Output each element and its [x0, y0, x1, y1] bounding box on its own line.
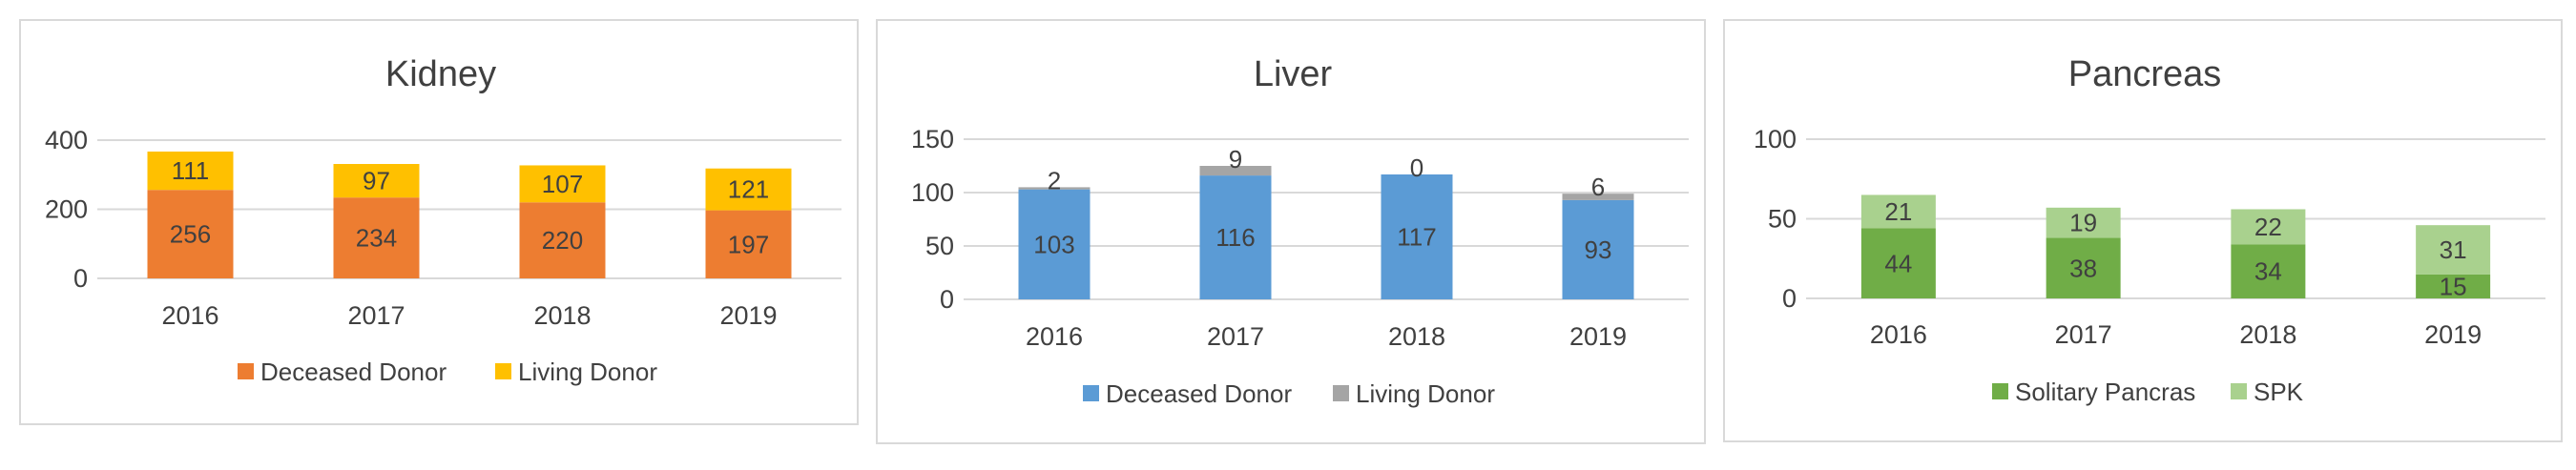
liver-y-tick-label: 50: [925, 232, 954, 260]
pancreas-data-label: 21: [1884, 197, 1912, 226]
pancreas-data-label: 34: [2254, 257, 2282, 286]
kidney-y-tick-label: 400: [45, 126, 88, 154]
liver-x-tick-label: 2018: [1388, 322, 1445, 351]
kidney-x-tick-label: 2017: [347, 301, 405, 330]
pancreas-data-label: 19: [2069, 209, 2097, 237]
pancreas-bar-solitary-pancras: [1860, 228, 1936, 298]
pancreas-bar-spk: [2231, 209, 2306, 245]
kidney-data-label: 256: [170, 220, 211, 249]
liver-legend-swatch: [1083, 385, 1099, 401]
pancreas-chart: Pancreas 0 50 100 44 21 2016 38 19 2017 34 22 2018 15…: [1754, 54, 2545, 406]
liver-legend-label: Deceased Donor: [1106, 379, 1292, 408]
kidney-data-label: 107: [542, 170, 583, 198]
kidney-x-tick-label: 2016: [161, 301, 218, 330]
liver-y-tick-label: 150: [911, 125, 954, 153]
kidney-bar-living-donor: [147, 151, 234, 191]
pancreas-data-label: 44: [1884, 249, 1912, 277]
liver-x-tick-label: 2019: [1569, 322, 1627, 351]
liver-data-label: 116: [1215, 223, 1255, 252]
pancreas-chart-title: Pancreas: [2068, 54, 2222, 94]
pancreas-bar-solitary-pancras: [2046, 237, 2121, 298]
kidney-bar-living-donor: [519, 165, 606, 203]
liver-data-label: 9: [1229, 145, 1242, 174]
kidney-data-label: 234: [356, 224, 397, 253]
liver-data-label: 103: [1033, 230, 1074, 258]
pancreas-x-tick-label: 2016: [1870, 320, 1927, 349]
pancreas-bar-spk: [1860, 194, 1936, 229]
pancreas-x-tick-label: 2017: [2055, 320, 2112, 349]
liver-x-tick-label: 2017: [1207, 322, 1264, 351]
liver-bar-deceased-donor: [1562, 199, 1634, 299]
pancreas-y-tick-label: 0: [1782, 284, 1797, 313]
pancreas-data-label: 38: [2069, 254, 2097, 282]
kidney-chart: Kidney 0 200 400 256 111 2016 234 97 2017 220 107 20…: [45, 54, 841, 386]
kidney-chart-title: Kidney: [385, 54, 496, 94]
kidney-x-tick-label: 2018: [533, 301, 591, 330]
liver-data-label: 93: [1585, 235, 1612, 264]
pancreas-y-tick-label: 50: [1768, 205, 1797, 234]
pancreas-data-label: 31: [2440, 235, 2467, 264]
pancreas-data-label: 22: [2254, 213, 2282, 241]
pancreas-y-tick-label: 100: [1754, 125, 1797, 153]
pancreas-legend-label: SPK: [2254, 378, 2304, 406]
pancreas-bar-solitary-pancras: [2231, 244, 2306, 298]
kidney-chart-panel: Kidney 0 200 400 256 111 2016 234 97 2017 220 107 20…: [19, 19, 859, 425]
kidney-bar-deceased-donor: [705, 210, 792, 278]
liver-data-label: 0: [1410, 153, 1423, 182]
kidney-legend-swatch: [495, 363, 511, 379]
liver-bar-deceased-donor: [1018, 189, 1091, 299]
pancreas-x-tick-label: 2019: [2424, 320, 2482, 349]
kidney-data-label: 97: [363, 167, 390, 195]
liver-chart: Liver 0 50 100 150 103 2 2016 116 9 2017 117 0 2018 93…: [911, 54, 1689, 408]
liver-bar-living-donor: [1018, 187, 1091, 190]
kidney-data-label: 111: [172, 156, 210, 185]
pancreas-data-label: 15: [2440, 272, 2467, 300]
kidney-bar-deceased-donor: [333, 197, 420, 278]
kidney-bar-deceased-donor: [519, 202, 606, 278]
liver-legend-swatch: [1333, 385, 1349, 401]
liver-data-label: 6: [1591, 173, 1605, 201]
pancreas-legend-label: Solitary Pancras: [2015, 378, 2195, 406]
kidney-bar-deceased-donor: [147, 190, 234, 278]
kidney-legend-label: Deceased Donor: [260, 358, 447, 386]
liver-legend-label: Living Donor: [1356, 379, 1495, 408]
pancreas-x-tick-label: 2018: [2239, 320, 2296, 349]
liver-chart-title: Liver: [1254, 54, 1333, 94]
kidney-legend-swatch: [238, 363, 254, 379]
liver-bar-deceased-donor: [1199, 175, 1272, 299]
pancreas-bar-spk: [2416, 225, 2491, 275]
liver-bar-living-donor: [1199, 166, 1272, 176]
liver-bar-deceased-donor: [1381, 174, 1453, 299]
kidney-bar-living-donor: [333, 164, 420, 198]
pancreas-bar-spk: [2046, 207, 2121, 238]
liver-x-tick-label: 2016: [1026, 322, 1083, 351]
liver-data-label: 2: [1048, 166, 1061, 194]
liver-y-tick-label: 0: [940, 285, 954, 314]
kidney-y-tick-label: 0: [73, 264, 88, 293]
kidney-bar-living-donor: [705, 168, 792, 211]
liver-chart-panel: Liver 0 50 100 150 103 2 2016 116 9 2017 117 0 2018 93…: [876, 19, 1706, 444]
kidney-data-label: 220: [542, 226, 583, 255]
kidney-data-label: 197: [728, 230, 769, 258]
kidney-y-tick-label: 200: [45, 195, 88, 224]
liver-y-tick-label: 100: [911, 178, 954, 207]
kidney-x-tick-label: 2019: [719, 301, 777, 330]
pancreas-legend-swatch: [1992, 383, 2008, 399]
kidney-legend-label: Living Donor: [518, 358, 657, 386]
pancreas-bar-solitary-pancras: [2416, 274, 2491, 298]
pancreas-legend-swatch: [2231, 383, 2247, 399]
liver-bar-living-donor: [1562, 194, 1634, 200]
liver-data-label: 117: [1397, 222, 1436, 251]
pancreas-chart-panel: Pancreas 0 50 100 44 21 2016 38 19 2017 34 22 2018 15…: [1723, 19, 2563, 442]
kidney-data-label: 121: [728, 175, 769, 204]
